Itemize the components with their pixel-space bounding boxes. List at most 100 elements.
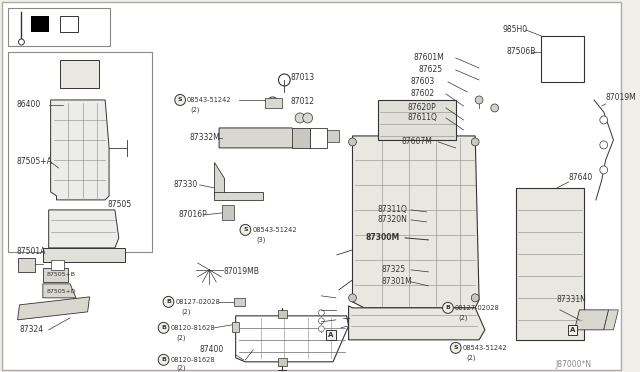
Text: 87012: 87012 bbox=[290, 97, 314, 106]
Polygon shape bbox=[60, 60, 99, 88]
Polygon shape bbox=[214, 192, 263, 200]
FancyBboxPatch shape bbox=[31, 16, 49, 32]
Circle shape bbox=[471, 138, 479, 146]
Text: 87013: 87013 bbox=[290, 73, 314, 83]
Text: A: A bbox=[328, 332, 334, 338]
Text: 87331N: 87331N bbox=[557, 295, 587, 304]
Circle shape bbox=[471, 294, 479, 302]
Text: 87501A: 87501A bbox=[17, 247, 46, 256]
Text: 87324: 87324 bbox=[19, 326, 44, 334]
Polygon shape bbox=[310, 128, 327, 148]
Text: (2): (2) bbox=[467, 355, 476, 361]
Text: 87611Q: 87611Q bbox=[407, 113, 437, 122]
Polygon shape bbox=[236, 316, 349, 362]
Circle shape bbox=[268, 97, 278, 107]
Circle shape bbox=[175, 94, 186, 105]
Polygon shape bbox=[378, 100, 456, 140]
Polygon shape bbox=[43, 284, 76, 298]
Text: 87601M: 87601M bbox=[414, 54, 445, 62]
Text: 08543-51242: 08543-51242 bbox=[463, 345, 507, 351]
Text: J87000*N: J87000*N bbox=[555, 360, 591, 369]
Text: 08543-51242: 08543-51242 bbox=[252, 227, 297, 233]
FancyBboxPatch shape bbox=[2, 2, 621, 370]
Polygon shape bbox=[232, 322, 239, 332]
Text: (2): (2) bbox=[181, 309, 191, 315]
Text: 87505+B: 87505+B bbox=[47, 272, 76, 278]
Text: 08120-81628: 08120-81628 bbox=[170, 357, 215, 363]
Polygon shape bbox=[43, 248, 125, 262]
Circle shape bbox=[491, 104, 499, 112]
FancyBboxPatch shape bbox=[568, 325, 577, 335]
Text: (2): (2) bbox=[176, 365, 186, 371]
Circle shape bbox=[600, 116, 607, 124]
Polygon shape bbox=[17, 297, 90, 320]
Circle shape bbox=[19, 39, 24, 45]
Polygon shape bbox=[349, 306, 485, 340]
Circle shape bbox=[158, 323, 169, 333]
Text: 87301M: 87301M bbox=[381, 278, 412, 286]
Text: S: S bbox=[178, 97, 182, 102]
Polygon shape bbox=[353, 136, 479, 308]
Text: 87330: 87330 bbox=[173, 180, 198, 189]
Circle shape bbox=[278, 74, 290, 86]
Polygon shape bbox=[17, 258, 35, 272]
Text: S: S bbox=[243, 227, 248, 232]
Text: 87607M: 87607M bbox=[401, 137, 432, 147]
Polygon shape bbox=[327, 130, 339, 142]
Text: 87016P: 87016P bbox=[178, 211, 207, 219]
Circle shape bbox=[349, 294, 356, 302]
Text: 87640: 87640 bbox=[569, 173, 593, 182]
Text: 87505+A: 87505+A bbox=[17, 157, 52, 166]
Text: 87506B: 87506B bbox=[506, 48, 536, 57]
Polygon shape bbox=[222, 205, 234, 220]
Text: 87332M: 87332M bbox=[190, 134, 221, 142]
Text: S: S bbox=[453, 345, 458, 350]
Text: 86400: 86400 bbox=[17, 100, 41, 109]
Text: 87620P: 87620P bbox=[407, 103, 436, 112]
FancyBboxPatch shape bbox=[541, 36, 584, 82]
FancyBboxPatch shape bbox=[326, 330, 336, 340]
Text: 87019MB: 87019MB bbox=[224, 267, 260, 276]
Text: 87300M: 87300M bbox=[365, 233, 399, 243]
Circle shape bbox=[295, 113, 305, 123]
Text: 87400: 87400 bbox=[200, 345, 224, 355]
Polygon shape bbox=[575, 310, 609, 330]
Text: 87625: 87625 bbox=[419, 65, 443, 74]
Text: 87320N: 87320N bbox=[378, 215, 408, 224]
Circle shape bbox=[319, 318, 324, 324]
Circle shape bbox=[600, 166, 607, 174]
Polygon shape bbox=[278, 310, 287, 318]
Polygon shape bbox=[219, 128, 296, 148]
Polygon shape bbox=[265, 98, 282, 108]
Circle shape bbox=[600, 141, 607, 149]
Text: 08127-02028: 08127-02028 bbox=[455, 305, 499, 311]
Text: 87505+D: 87505+D bbox=[47, 289, 76, 294]
Text: 08120-81628: 08120-81628 bbox=[170, 325, 215, 331]
Text: 08543-51242: 08543-51242 bbox=[187, 97, 232, 103]
FancyBboxPatch shape bbox=[8, 8, 110, 46]
FancyBboxPatch shape bbox=[8, 52, 152, 252]
Polygon shape bbox=[604, 310, 618, 330]
Text: A: A bbox=[570, 327, 575, 333]
Text: 08127-02028: 08127-02028 bbox=[175, 299, 220, 305]
Polygon shape bbox=[516, 188, 584, 340]
Text: B: B bbox=[445, 305, 451, 310]
Circle shape bbox=[319, 326, 324, 332]
Polygon shape bbox=[49, 210, 119, 248]
Circle shape bbox=[475, 96, 483, 104]
Text: 87602: 87602 bbox=[411, 89, 435, 99]
Text: B: B bbox=[161, 357, 166, 362]
Circle shape bbox=[319, 310, 324, 316]
Text: (3): (3) bbox=[256, 237, 266, 243]
Text: 87311Q: 87311Q bbox=[378, 205, 408, 214]
Polygon shape bbox=[278, 358, 287, 366]
Text: (2): (2) bbox=[176, 334, 186, 341]
Text: 87019M: 87019M bbox=[605, 93, 636, 102]
Polygon shape bbox=[51, 100, 109, 200]
Circle shape bbox=[303, 113, 312, 123]
Text: 87325: 87325 bbox=[381, 265, 406, 275]
Text: 87603: 87603 bbox=[411, 77, 435, 86]
Circle shape bbox=[240, 224, 251, 235]
Circle shape bbox=[349, 138, 356, 146]
Circle shape bbox=[163, 296, 174, 307]
